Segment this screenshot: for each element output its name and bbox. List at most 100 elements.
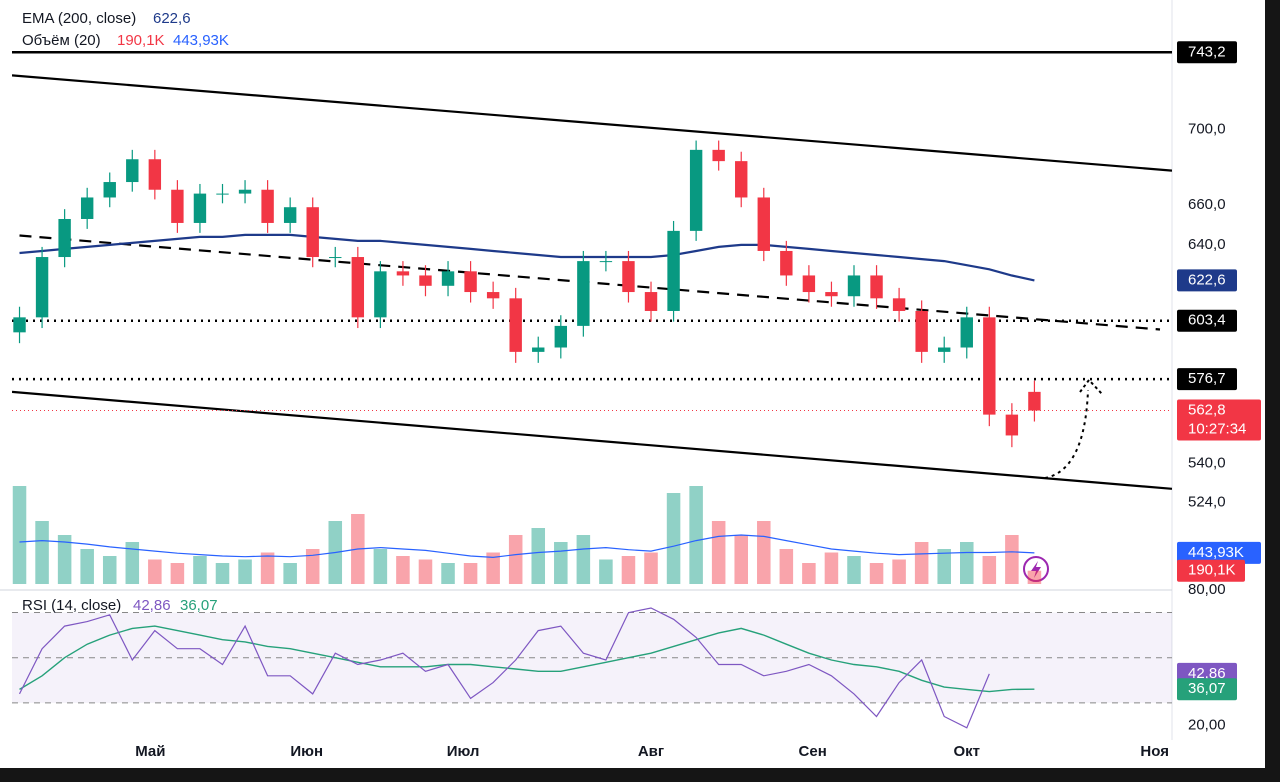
candle-body <box>960 317 973 348</box>
volume-bar <box>125 542 140 584</box>
volume-bar <box>102 556 117 584</box>
volume-bar <box>193 556 207 584</box>
volume-bar <box>57 535 72 584</box>
trend-line <box>12 74 1172 172</box>
volume-bar <box>757 521 771 584</box>
rsi-legend-ma: 36,07 <box>180 597 218 614</box>
y-tick-label: 660,0 <box>1188 196 1226 213</box>
candle-body <box>577 261 590 326</box>
rsi-tick-label: 80,00 <box>1188 581 1226 598</box>
volume-bar <box>170 563 185 584</box>
candle-body <box>216 193 229 195</box>
volume-bar <box>148 559 162 584</box>
volume-bar <box>305 549 320 584</box>
last-price-box <box>1177 399 1261 441</box>
candle-body <box>870 275 883 299</box>
volume-bar <box>396 556 410 584</box>
forecast-arrow-head <box>1079 378 1103 395</box>
candle-body <box>103 182 116 198</box>
candle-body <box>486 292 500 299</box>
ema-legend-value: 622,6 <box>153 10 191 27</box>
rsi-ma-label: 36,07 <box>1188 680 1226 697</box>
volume-bar <box>666 493 681 584</box>
x-tick-label: Сен <box>799 743 827 760</box>
volume-ma-label: 443,93K <box>1188 544 1244 561</box>
volume-bar <box>283 563 297 584</box>
volume-bar <box>1027 570 1042 584</box>
level-label: 603,4 <box>1188 312 1226 329</box>
volume-bar <box>418 559 433 584</box>
y-tick-label: 640,0 <box>1188 236 1226 253</box>
candle-body <box>1005 414 1019 436</box>
candle-body <box>802 275 816 293</box>
ema-legend: EMA (200, close) <box>22 10 136 27</box>
candle-body <box>80 197 94 219</box>
volume-bar <box>508 535 523 584</box>
volume-bar <box>847 556 861 584</box>
volume-bar <box>892 559 906 584</box>
candle-body <box>396 271 410 276</box>
volume-label: 190,1K <box>1188 562 1236 579</box>
volume-bar <box>238 559 252 584</box>
volume-box <box>1177 559 1245 582</box>
x-tick-label: Июл <box>447 743 480 760</box>
candle-body <box>825 292 838 297</box>
candle-body <box>13 317 26 333</box>
volume-bar <box>80 549 94 584</box>
volume-bar <box>711 521 726 584</box>
candle-body <box>757 197 770 251</box>
volume-bar <box>621 556 636 584</box>
x-tick-label: Ноя <box>1140 743 1169 760</box>
volume-bar <box>463 563 478 584</box>
level-label-box <box>1177 368 1237 391</box>
volume-bar <box>599 559 613 584</box>
level-label: 743,2 <box>1188 43 1226 60</box>
rsi-legend: RSI (14, close) <box>22 597 121 614</box>
candle-body <box>689 149 703 231</box>
candle-body <box>938 347 951 352</box>
candle-body <box>374 271 387 318</box>
volume-bar <box>486 552 500 584</box>
rsi-ma-line <box>19 625 1035 693</box>
candle-body <box>712 149 725 162</box>
candle-body <box>892 298 906 311</box>
candle-body <box>171 189 184 223</box>
volume-bar <box>982 556 997 584</box>
ema-label-box <box>1177 269 1237 292</box>
y-tick-label: 540,0 <box>1188 455 1226 472</box>
candle-body <box>847 275 861 297</box>
volume-bar <box>689 486 703 584</box>
volume-bar <box>1005 535 1019 584</box>
trend-line <box>19 234 1161 331</box>
x-tick-label: Июн <box>290 743 323 760</box>
candle-body <box>780 250 793 276</box>
ema-line <box>19 233 1035 282</box>
volume-bar <box>554 542 568 584</box>
candle-body <box>306 207 319 258</box>
volume-bar <box>441 563 455 584</box>
x-tick-label: Авг <box>638 743 664 760</box>
volume-bar <box>576 535 591 584</box>
candle-body <box>509 298 522 352</box>
volume-bar <box>531 528 546 584</box>
volume-legend: Объём (20) <box>22 32 101 49</box>
candle-body <box>126 159 139 183</box>
candle-body <box>1028 391 1041 411</box>
volume-bar <box>734 535 748 584</box>
volume-bar <box>644 552 658 584</box>
volume-bar <box>937 549 951 584</box>
volume-bar <box>779 549 794 584</box>
alert-icon-bolt <box>1031 561 1041 578</box>
candle-body <box>238 189 252 194</box>
candle-body <box>148 159 162 190</box>
candle-body <box>554 325 568 348</box>
y-tick-label: 524,0 <box>1188 493 1226 510</box>
candle-body <box>35 257 49 318</box>
volume-bar <box>824 552 839 584</box>
x-tick-label: Май <box>135 743 165 760</box>
rsi-label: 42,86 <box>1188 665 1226 682</box>
candle-body <box>441 271 455 286</box>
trend-line <box>12 390 1172 490</box>
rsi-legend-value: 42,86 <box>133 597 171 614</box>
